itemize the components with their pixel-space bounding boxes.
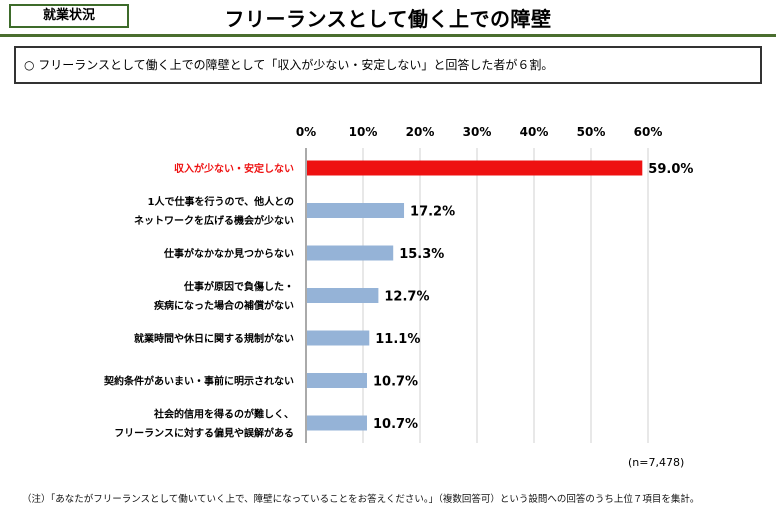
page-title: フリーランスとして働く上での障壁 — [224, 7, 552, 31]
sample-size-note: (n=7,478) — [628, 456, 685, 469]
data-label: 17.2% — [410, 205, 455, 220]
x-tick-label: 50% — [577, 125, 606, 139]
data-label: 59.0% — [648, 162, 693, 177]
footnote: （注）「あなたがフリーランスとして働いていく上で、障壁になっていることをお答えく… — [22, 494, 700, 505]
bar-chart: 0% 10% 20% 30% 40% 50% 60% 59.0% 収入が少ない・安定しない 17.… — [104, 125, 693, 443]
x-tick-label: 10% — [349, 125, 378, 139]
bar — [307, 160, 643, 176]
category-label: 仕事が原因で負傷した・ — [183, 280, 294, 293]
category-label: 仕事がなかなか見つからない — [163, 247, 294, 260]
category-label: 就業時間や休日に関する規制がない — [134, 332, 294, 345]
x-tick-label: 20% — [406, 125, 435, 139]
summary-box: ○ フリーランスとして働く上での障壁として「収入が少ない・安定しない」と回答した… — [14, 46, 762, 84]
category-label: ネットワークを広げる機会が少ない — [134, 214, 294, 227]
bar — [307, 203, 405, 218]
bar — [307, 288, 379, 303]
data-label: 10.7% — [373, 417, 418, 432]
x-tick-label: 30% — [463, 125, 492, 139]
bar — [307, 245, 394, 261]
data-label: 11.1% — [375, 332, 420, 347]
bar — [307, 330, 370, 346]
section-tag: 就業状況 — [9, 4, 129, 28]
category-label: 疾病になった場合の補償がない — [154, 299, 294, 312]
category-label: フリーランスに対する偏見や誤解がある — [114, 427, 294, 440]
x-tick-label: 60% — [634, 125, 663, 139]
x-tick-label: 40% — [520, 125, 549, 139]
category-label: 社会的信用を得るのが難しく、 — [153, 408, 294, 421]
data-label: 15.3% — [399, 247, 444, 262]
x-tick-label: 0% — [296, 125, 316, 139]
category-label: 収入が少ない・安定しない — [174, 162, 294, 175]
summary-text: ○ フリーランスとして働く上での障壁として「収入が少ない・安定しない」と回答した… — [24, 58, 554, 72]
category-label: 1人で仕事を行うので、他人との — [148, 195, 294, 208]
category-label: 契約条件があいまい・事前に明示されない — [104, 375, 294, 388]
bar — [307, 415, 367, 431]
data-label: 12.7% — [384, 290, 429, 305]
bar — [307, 373, 367, 388]
title-divider — [0, 34, 776, 37]
data-label: 10.7% — [373, 375, 418, 390]
